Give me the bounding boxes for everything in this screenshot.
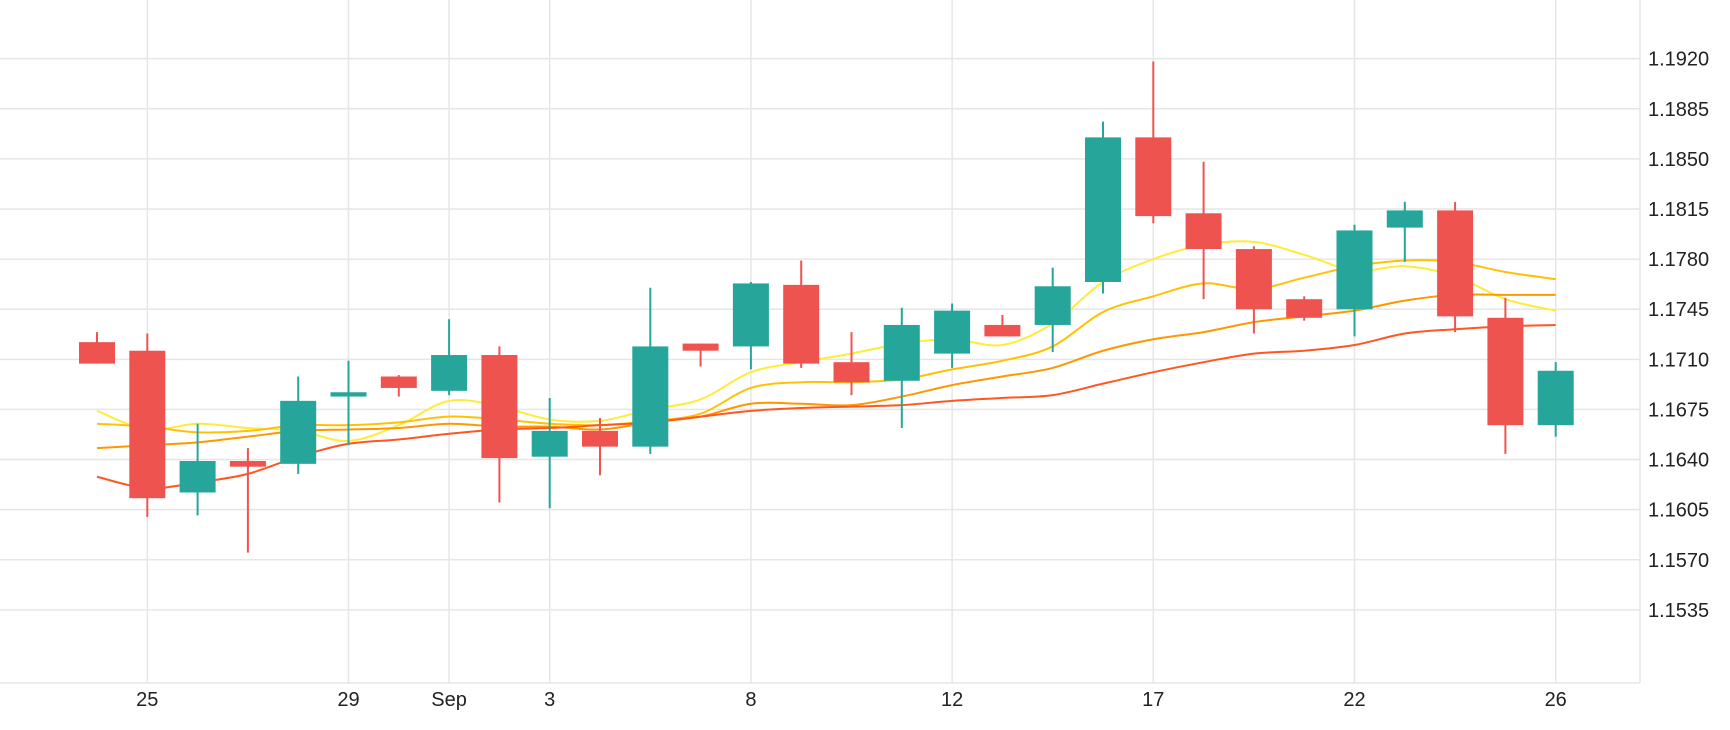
x-tick-label: 29 <box>337 689 359 711</box>
candle-up <box>1034 267 1071 353</box>
y-tick-label: 1.1640 <box>1648 450 1709 472</box>
candles-layer <box>79 61 1574 553</box>
y-tick-label: 1.1535 <box>1648 600 1709 622</box>
x-tick-label: 25 <box>136 689 158 711</box>
candle-body <box>732 283 769 347</box>
x-tick-label: 22 <box>1343 689 1365 711</box>
candle-body <box>1185 213 1222 250</box>
y-tick-label: 1.1920 <box>1648 49 1709 71</box>
candle-up <box>280 376 317 474</box>
candle-body <box>934 310 971 354</box>
candle-body <box>380 376 417 388</box>
y-tick-label: 1.1780 <box>1648 249 1709 271</box>
candle-down <box>1286 296 1323 321</box>
y-tick-label: 1.1850 <box>1648 149 1709 171</box>
y-tick-label: 1.1815 <box>1648 199 1709 221</box>
candle-up <box>531 397 568 509</box>
y-tick-label: 1.1605 <box>1648 500 1709 522</box>
x-tick-label: 3 <box>544 689 555 711</box>
y-tick-label: 1.1885 <box>1648 99 1709 121</box>
x-tick-label: 26 <box>1545 689 1567 711</box>
candle-down <box>229 448 266 553</box>
candle-body <box>632 346 669 447</box>
axis-layer: 1.1535 1.1570 1.1605 1.1640 1.1675 1.1710 1.17… <box>136 49 1709 711</box>
candle-body <box>1336 230 1373 310</box>
x-tick-label: Sep <box>431 689 467 711</box>
candle-down <box>1185 161 1222 300</box>
candle-body <box>1085 137 1121 282</box>
candle-down <box>682 343 719 367</box>
candle-body <box>1537 370 1574 426</box>
candle-down <box>984 314 1021 337</box>
candle-down <box>1235 246 1272 334</box>
candle-body <box>883 324 920 381</box>
candle-down <box>1487 297 1524 454</box>
candle-down <box>481 346 518 503</box>
candle-body <box>582 430 618 447</box>
candle-body <box>783 284 820 364</box>
candle-down <box>1135 61 1172 224</box>
candle-body <box>833 362 870 383</box>
y-tick-label: 1.1710 <box>1648 349 1709 371</box>
candle-body <box>1286 299 1323 318</box>
candle-body <box>1034 286 1071 325</box>
x-tick-label: 12 <box>941 689 963 711</box>
candle-body <box>1235 249 1272 310</box>
candle-down <box>79 332 115 364</box>
candle-body <box>431 355 468 391</box>
candle-down <box>129 333 166 517</box>
y-tick-label: 1.1745 <box>1648 299 1709 321</box>
candle-body <box>179 460 216 493</box>
candle-body <box>1487 317 1524 426</box>
candle-up <box>632 287 669 454</box>
candle-down <box>1437 201 1474 333</box>
candle-body <box>330 392 367 397</box>
candle-body <box>129 350 166 499</box>
moving-average-lines <box>96 240 1556 490</box>
grid-layer <box>0 0 1641 684</box>
candle-up <box>1336 224 1373 337</box>
moving-average-line-2 <box>96 259 1556 434</box>
candle-body <box>79 342 115 364</box>
candle-up <box>934 303 971 368</box>
candle-body <box>1386 210 1423 228</box>
candle-up <box>179 423 216 516</box>
candle-up <box>883 307 920 429</box>
candle-body <box>1437 210 1474 317</box>
candle-up <box>1085 121 1121 294</box>
candle-up <box>330 360 367 446</box>
candle-body <box>531 430 568 457</box>
candle-up <box>431 319 468 396</box>
y-tick-label: 1.1570 <box>1648 550 1709 572</box>
candle-body <box>280 400 317 464</box>
candle-body <box>682 343 719 351</box>
candle-down <box>380 375 417 397</box>
candle-down <box>582 418 618 476</box>
candle-down <box>833 332 870 396</box>
candle-down <box>783 260 820 368</box>
x-tick-label: 8 <box>745 689 756 711</box>
moving-average-line-1 <box>96 240 1556 442</box>
candle-body <box>1135 137 1172 217</box>
candle-body <box>984 324 1021 337</box>
y-tick-label: 1.1675 <box>1648 399 1709 421</box>
candle-up <box>1537 362 1574 437</box>
x-tick-label: 17 <box>1142 689 1164 711</box>
candle-up <box>732 282 769 370</box>
candle-body <box>481 355 518 459</box>
candle-body <box>229 460 266 467</box>
candle-up <box>1386 201 1423 262</box>
moving-average-line-4 <box>96 323 1556 490</box>
